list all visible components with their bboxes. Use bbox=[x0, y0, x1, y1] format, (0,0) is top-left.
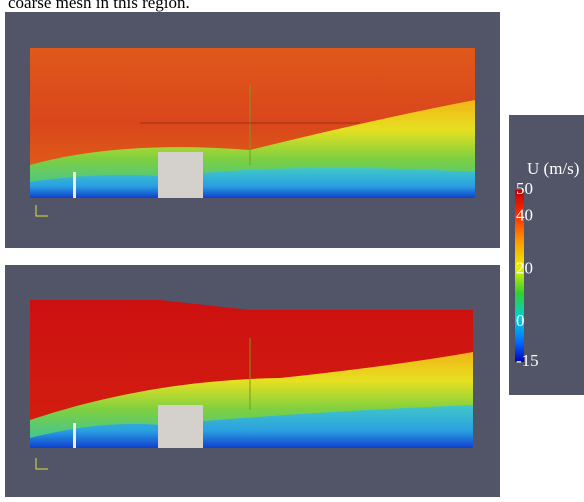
recirculation bbox=[30, 167, 475, 198]
colorbar bbox=[515, 190, 524, 362]
recirculation bbox=[30, 405, 473, 448]
colorbar-tick-label: 20 bbox=[516, 258, 533, 277]
obstacle bbox=[158, 152, 203, 198]
obstacle bbox=[158, 405, 203, 448]
colorbar-title: U (m/s) bbox=[527, 159, 579, 178]
axes-triad bbox=[35, 205, 48, 217]
colorbar-tick-label: -15 bbox=[516, 351, 539, 370]
post bbox=[73, 172, 76, 198]
colorbar-tick-label: 50 bbox=[516, 179, 533, 198]
caption-fragment: coarse mesh in this region. bbox=[8, 0, 190, 12]
post bbox=[73, 423, 76, 448]
colorbar-tick-label: 40 bbox=[516, 205, 533, 224]
colorbar-tick-label: 0 bbox=[516, 311, 525, 330]
axes-triad bbox=[35, 458, 48, 470]
